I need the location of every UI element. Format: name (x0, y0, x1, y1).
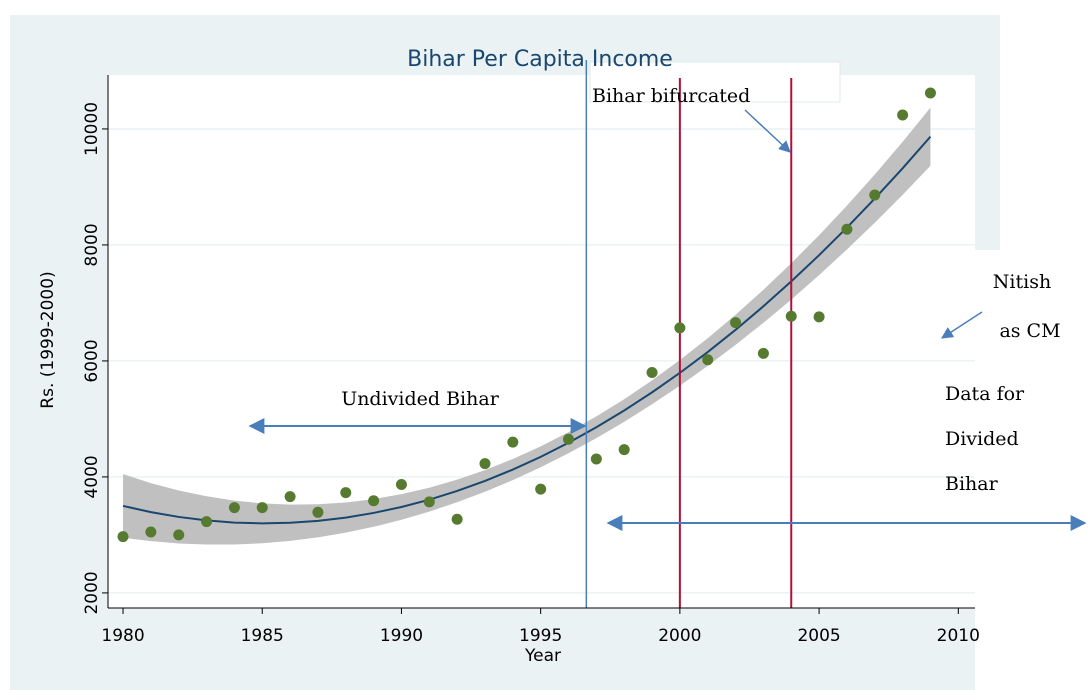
point (897, 109, 909, 121)
y-tick-label: 10000 (82, 102, 102, 156)
point (674, 322, 686, 334)
point (730, 317, 742, 329)
annotation: Nitish (993, 271, 1051, 293)
chart-title: Bihar Per Capita Income (407, 47, 673, 72)
x-tick-label: 1985 (241, 626, 284, 646)
point (423, 496, 435, 508)
point (535, 483, 547, 495)
y-tick-label: 4000 (82, 455, 102, 498)
point (869, 189, 881, 201)
x-tick-label: 2005 (797, 626, 840, 646)
arrow (744, 109, 791, 153)
point (618, 444, 630, 456)
point (924, 87, 936, 99)
x-tick-label: 2000 (658, 626, 701, 646)
point (340, 487, 352, 499)
annotation: Divided (945, 428, 1019, 450)
point (590, 453, 602, 465)
annotation: Bihar (945, 473, 999, 495)
x-tick-label: 1995 (519, 626, 562, 646)
annotation: Undivided Bihar (341, 388, 500, 410)
x-tick-label: 2010 (937, 626, 980, 646)
point (646, 367, 658, 379)
grid (108, 128, 975, 594)
point (284, 491, 296, 503)
point (368, 495, 380, 507)
point (479, 458, 491, 470)
point (785, 310, 797, 322)
point (757, 347, 769, 359)
point (841, 223, 853, 235)
point (117, 531, 129, 543)
point (312, 506, 324, 518)
annotation: Bihar bifurcated (592, 85, 750, 107)
point (256, 502, 268, 514)
y-tick-label: 8000 (82, 223, 102, 266)
point (451, 513, 463, 525)
annotation: as CM (999, 320, 1060, 342)
arrow (940, 311, 983, 339)
x-tick-label: 1990 (380, 626, 423, 646)
point (813, 311, 825, 323)
point (145, 526, 157, 538)
note-box (589, 61, 841, 103)
point (201, 516, 213, 528)
point (228, 502, 240, 514)
x-axis-title: Year (524, 646, 561, 666)
fit-line (122, 135, 932, 525)
y-tick-label: 6000 (82, 339, 102, 382)
note-area (975, 250, 1088, 690)
ci-band (123, 107, 931, 545)
annotation: Data for (945, 383, 1025, 405)
y-axis-title: Rs. (1999-2000) (38, 271, 58, 408)
point (173, 529, 185, 541)
points-group (117, 87, 936, 543)
y-tick-label: 2000 (82, 571, 102, 614)
axes: 2000 4000 6000 8000 10000 1980 1985 1990 1995 200… (82, 75, 980, 646)
x-tick-label: 1980 (101, 626, 144, 646)
point (507, 436, 519, 448)
point (563, 433, 575, 445)
point (702, 354, 714, 366)
point (395, 478, 407, 490)
ci-band-group (122, 107, 932, 545)
